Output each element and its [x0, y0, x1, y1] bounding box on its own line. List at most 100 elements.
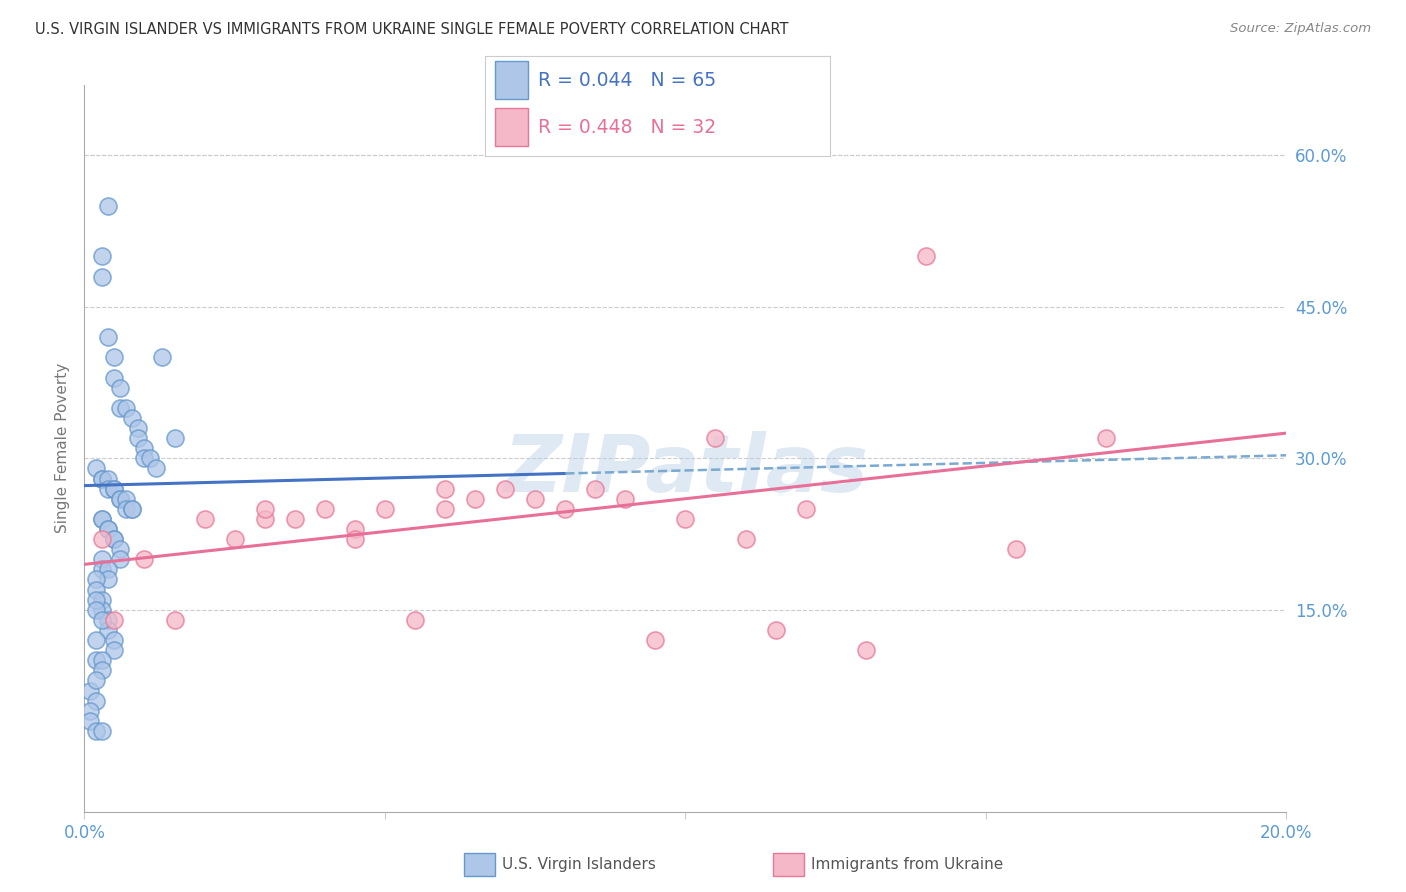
- Point: [86, 653, 108, 667]
- Point: [110, 491, 132, 506]
- Point: [103, 643, 125, 657]
- Point: [253, 501, 276, 516]
- Bar: [495, 62, 529, 99]
- Point: [134, 442, 156, 456]
- Point: [554, 501, 576, 516]
- Point: [1005, 542, 1028, 557]
- Point: [103, 351, 125, 365]
- Point: [91, 613, 114, 627]
- Point: [91, 532, 114, 546]
- Y-axis label: Single Female Poverty: Single Female Poverty: [55, 363, 70, 533]
- Point: [91, 664, 114, 678]
- Point: [91, 512, 114, 526]
- Text: R = 0.448   N = 32: R = 0.448 N = 32: [538, 118, 717, 136]
- Point: [97, 522, 120, 536]
- Point: [314, 501, 336, 516]
- Point: [110, 552, 132, 566]
- Point: [86, 723, 108, 738]
- Bar: [495, 108, 529, 146]
- Point: [121, 501, 143, 516]
- Point: [97, 199, 120, 213]
- Point: [97, 330, 120, 344]
- Point: [103, 482, 125, 496]
- Point: [253, 512, 276, 526]
- Point: [91, 592, 114, 607]
- Point: [103, 370, 125, 384]
- Point: [524, 491, 547, 506]
- Point: [121, 411, 143, 425]
- Point: [97, 623, 120, 637]
- Point: [86, 603, 108, 617]
- Point: [91, 249, 114, 263]
- Point: [675, 512, 697, 526]
- Point: [644, 633, 666, 648]
- Point: [855, 643, 877, 657]
- Point: [374, 501, 396, 516]
- Point: [163, 613, 186, 627]
- Text: R = 0.044   N = 65: R = 0.044 N = 65: [538, 70, 717, 90]
- Point: [284, 512, 307, 526]
- Point: [86, 461, 108, 475]
- Point: [121, 501, 143, 516]
- Point: [86, 582, 108, 597]
- Point: [97, 522, 120, 536]
- Point: [494, 482, 516, 496]
- Point: [163, 431, 186, 445]
- Point: [127, 431, 149, 445]
- Point: [110, 401, 132, 415]
- Point: [97, 573, 120, 587]
- Point: [91, 603, 114, 617]
- Point: [343, 532, 366, 546]
- Point: [91, 653, 114, 667]
- Point: [145, 461, 167, 475]
- Point: [224, 532, 246, 546]
- Point: [115, 501, 138, 516]
- Point: [765, 623, 787, 637]
- Point: [103, 532, 125, 546]
- Point: [86, 573, 108, 587]
- Text: U.S. Virgin Islanders: U.S. Virgin Islanders: [502, 857, 655, 871]
- Point: [86, 633, 108, 648]
- Point: [91, 512, 114, 526]
- Point: [734, 532, 756, 546]
- Point: [91, 562, 114, 576]
- Point: [434, 501, 457, 516]
- Point: [91, 269, 114, 284]
- Point: [79, 704, 101, 718]
- Point: [127, 421, 149, 435]
- Point: [704, 431, 727, 445]
- Text: U.S. VIRGIN ISLANDER VS IMMIGRANTS FROM UKRAINE SINGLE FEMALE POVERTY CORRELATIO: U.S. VIRGIN ISLANDER VS IMMIGRANTS FROM …: [35, 22, 789, 37]
- Point: [194, 512, 217, 526]
- Point: [103, 633, 125, 648]
- Point: [583, 482, 606, 496]
- Point: [103, 613, 125, 627]
- Point: [86, 693, 108, 707]
- Point: [134, 451, 156, 466]
- Point: [110, 381, 132, 395]
- Point: [614, 491, 637, 506]
- Point: [139, 451, 162, 466]
- Point: [152, 351, 174, 365]
- Point: [115, 491, 138, 506]
- Point: [79, 714, 101, 728]
- Point: [915, 249, 938, 263]
- Point: [434, 482, 457, 496]
- Point: [91, 471, 114, 485]
- Point: [794, 501, 817, 516]
- Text: ZIPatlas: ZIPatlas: [503, 431, 868, 509]
- Point: [91, 723, 114, 738]
- Point: [464, 491, 486, 506]
- Point: [110, 491, 132, 506]
- Point: [404, 613, 426, 627]
- Point: [91, 552, 114, 566]
- Point: [134, 552, 156, 566]
- Point: [343, 522, 366, 536]
- Point: [91, 471, 114, 485]
- Point: [97, 471, 120, 485]
- Point: [1095, 431, 1118, 445]
- Point: [110, 542, 132, 557]
- Point: [97, 482, 120, 496]
- Point: [115, 401, 138, 415]
- Point: [97, 562, 120, 576]
- Text: Immigrants from Ukraine: Immigrants from Ukraine: [811, 857, 1004, 871]
